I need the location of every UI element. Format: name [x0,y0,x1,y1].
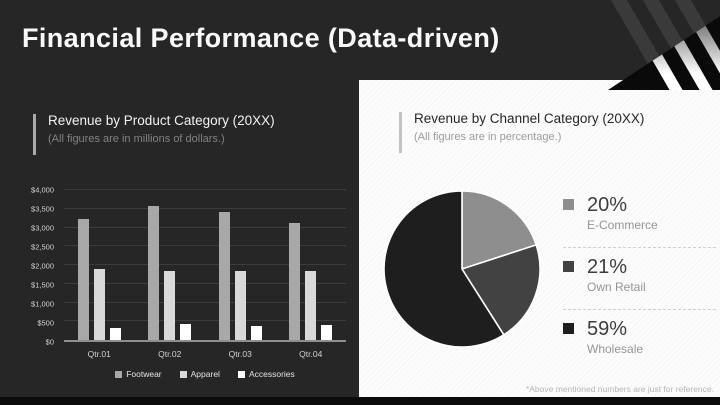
bar-chart-header: Revenue by Product Category (20XX) (All … [33,113,353,157]
bar-group [205,190,276,340]
bar-chart-legend: Footwear Apparel Accessories [64,369,346,379]
legend-percentage: 21% [587,256,628,278]
y-axis-tick-label: $1,000 [31,299,54,309]
x-axis-tick-label: Qtr.04 [299,349,323,359]
bar-accessories [109,328,121,340]
legend-label: Apparel [190,369,220,379]
bar-footwear [289,223,301,340]
legend-percentage: 59% [587,318,628,340]
pie-slice-e-commerce [461,190,537,270]
legend-percentage: 20% [587,194,628,216]
pie-chart-subtitle: (All figures are in percentage.) [414,131,562,143]
x-axis-tick-label: Qtr.02 [158,349,182,359]
gridline [64,189,346,190]
bar-apparel [164,271,176,340]
pie-legend-item: 20% E-Commerce [563,186,716,247]
legend-label: E-Commerce [587,218,658,232]
page-title: Financial Performance (Data-driven) [22,23,500,53]
pie-chart-title: Revenue by Channel Category (20XX) [414,111,645,126]
bar-accessories [321,325,333,340]
pie-chart-panel: Revenue by Channel Category (20XX) (All … [359,80,720,397]
gridline [64,245,346,247]
gridline [64,320,346,322]
bar-chart-plot [64,189,346,342]
y-axis-tick-label: $1,500 [31,280,54,290]
bar-chart: $0 $500 $1,000 $1,500 $2,000 $2,500 $3,000 $3,5… [16,181,352,381]
pie-legend-item: 21% Own Retail [563,247,716,309]
bar-group [64,190,135,340]
bar-group [276,190,347,340]
bar-chart-subtitle: (All figures are in millions of dollars.… [48,133,225,145]
bar-apparel [93,269,105,340]
gridline [64,301,346,303]
gridline [64,226,346,228]
y-axis-tick-label: $3,500 [31,204,54,214]
legend-item: Apparel [179,369,220,379]
bottom-strip-decoration [0,397,720,405]
pie-slice-own-retail [461,244,541,336]
legend-swatch [179,370,187,378]
legend-text: 20% E-Commerce [587,194,658,232]
bar-accessories [180,323,192,340]
gridline [64,282,346,284]
accent-bar [399,112,402,153]
bar-chart-title: Revenue by Product Category (20XX) [48,113,275,128]
y-axis-tick-label: $500 [37,318,54,328]
y-axis-tick-label: $3,000 [31,223,54,233]
y-axis-tick-label: $0 [45,337,54,347]
bar-footwear [77,218,89,340]
bar-chart-x-axis: Qtr.01 Qtr.02 Qtr.03 Qtr.04 [64,349,346,359]
pie-chart [381,188,543,350]
legend-label: Footwear [126,369,162,379]
legend-swatch [563,261,574,272]
bar-accessories [250,325,262,340]
legend-item: Footwear [115,369,162,379]
bar-groups [64,190,346,340]
y-axis-tick-label: $2,500 [31,242,54,252]
bar-footwear [218,212,230,340]
y-axis-tick-label: $2,000 [31,261,54,271]
legend-swatch [237,370,245,378]
pie-svg [383,190,541,348]
gridline [64,207,346,209]
bar-apparel [234,271,246,340]
legend-label: Own Retail [587,280,646,294]
x-axis-tick-label: Qtr.03 [228,349,252,359]
legend-swatch [115,370,123,378]
gridline [64,264,346,265]
bar-chart-y-axis: $0 $500 $1,000 $1,500 $2,000 $2,500 $3,000 $3,5… [16,186,58,347]
pie-chart-header: Revenue by Channel Category (20XX) (All … [399,111,699,155]
pie-chart-legend: 20% E-Commerce 21% Own Retail 59% Wholesale [563,186,716,371]
legend-text: 59% Wholesale [587,318,643,356]
y-axis-tick-label: $4,000 [31,185,54,195]
pie-slice-wholesale [383,190,505,348]
bar-footwear [148,206,160,340]
pie-legend-item: 59% Wholesale [563,309,716,371]
legend-swatch [563,199,574,210]
x-axis-tick-label: Qtr.01 [87,349,111,359]
legend-label: Accessories [248,369,295,379]
footnote: *Above mentioned numbers are just for re… [525,384,714,394]
bar-group [135,190,206,340]
bar-apparel [305,271,317,340]
accent-bar [33,114,36,155]
legend-label: Wholesale [587,342,644,356]
legend-text: 21% Own Retail [587,256,646,294]
legend-swatch [563,323,574,334]
legend-item: Accessories [237,369,295,379]
